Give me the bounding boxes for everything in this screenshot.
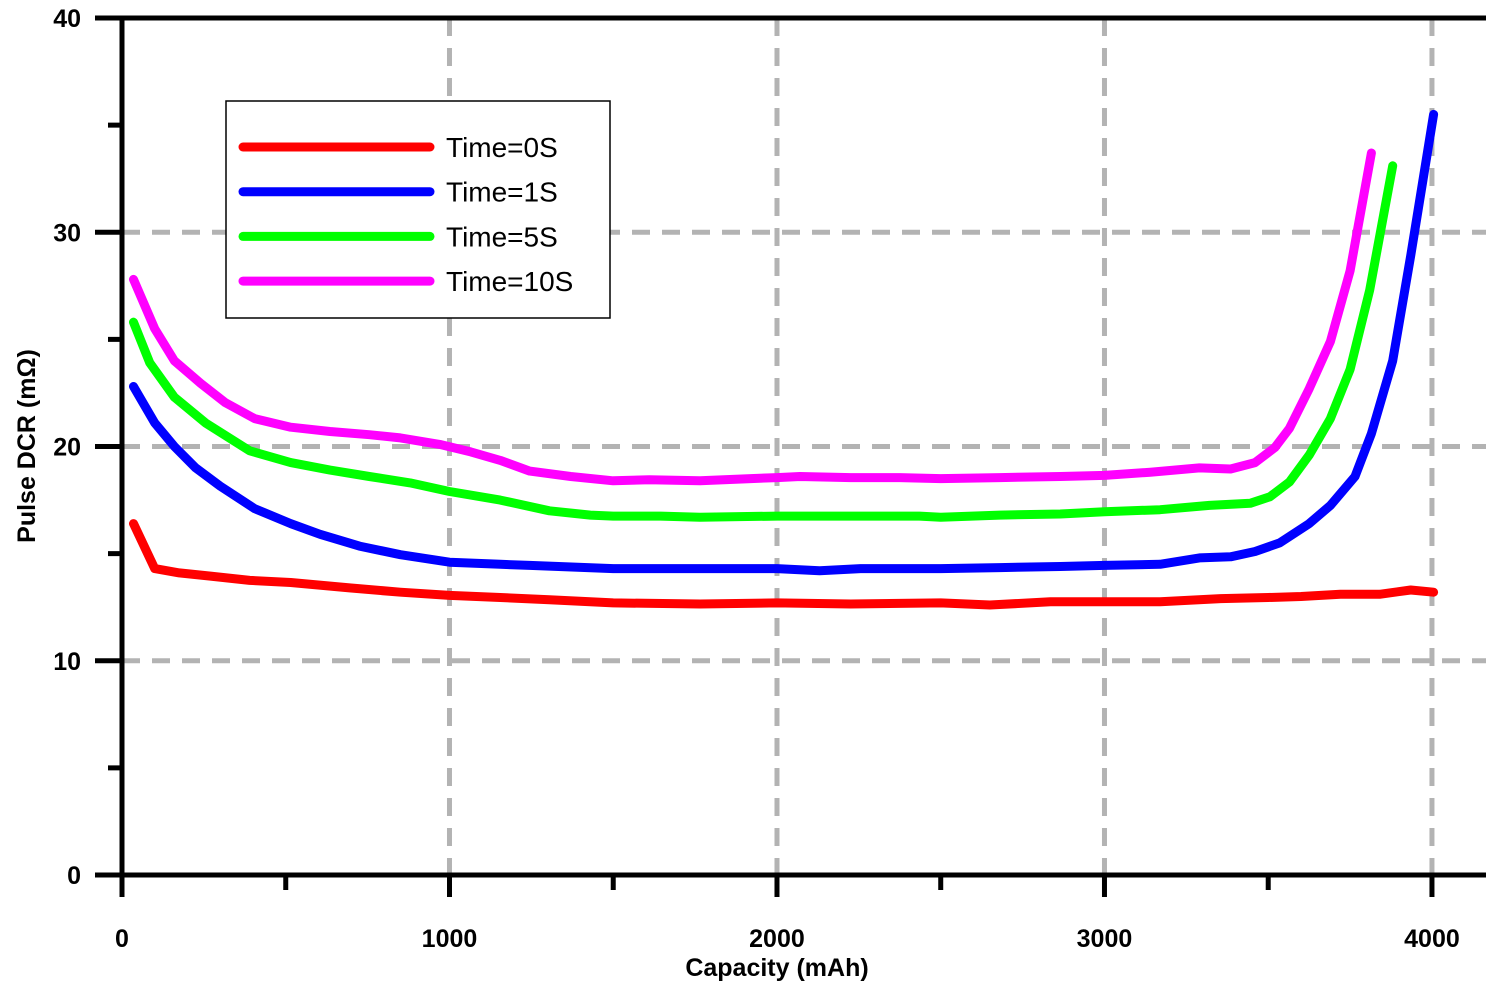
legend: Time=0S Time=1S Time=5S Time=10S <box>225 100 611 319</box>
x-tick-label: 2000 <box>749 925 805 953</box>
y-tick-label: 10 <box>53 648 81 676</box>
x-tick-label: 3000 <box>1077 925 1133 953</box>
series-group <box>129 109 1439 610</box>
x-axis-label: Capacity (mAh) <box>685 954 868 982</box>
tick-labels: 0 1000 2000 3000 4000 0 10 20 30 40 <box>53 5 1460 953</box>
legend-entries: Time=0S Time=1S Time=5S Time=10S <box>238 132 573 297</box>
series-line-time-0s <box>129 519 1439 610</box>
ticks <box>95 15 1435 897</box>
x-tick-label: 4000 <box>1404 925 1460 953</box>
x-tick-label: 1000 <box>422 925 478 953</box>
y-tick-label: 20 <box>53 434 81 462</box>
legend-label: Time=0S <box>446 132 558 163</box>
legend-entry: Time=5S <box>238 221 558 252</box>
x-tick-label: 0 <box>115 925 129 953</box>
legend-entry: Time=0S <box>238 132 558 163</box>
y-axis-label: Pulse DCR (mΩ) <box>13 349 41 543</box>
legend-entry: Time=10S <box>238 266 573 297</box>
series-line-time-10s <box>129 148 1376 486</box>
legend-label: Time=5S <box>446 221 558 252</box>
legend-label: Time=1S <box>446 177 558 208</box>
y-tick-label: 30 <box>53 219 81 247</box>
y-tick-label: 0 <box>67 862 81 890</box>
series-line-time-1s <box>129 109 1439 576</box>
series-line-time-5s <box>129 161 1398 522</box>
legend-label: Time=10S <box>446 266 573 297</box>
y-tick-label: 40 <box>53 5 81 33</box>
legend-entry: Time=1S <box>238 177 558 208</box>
